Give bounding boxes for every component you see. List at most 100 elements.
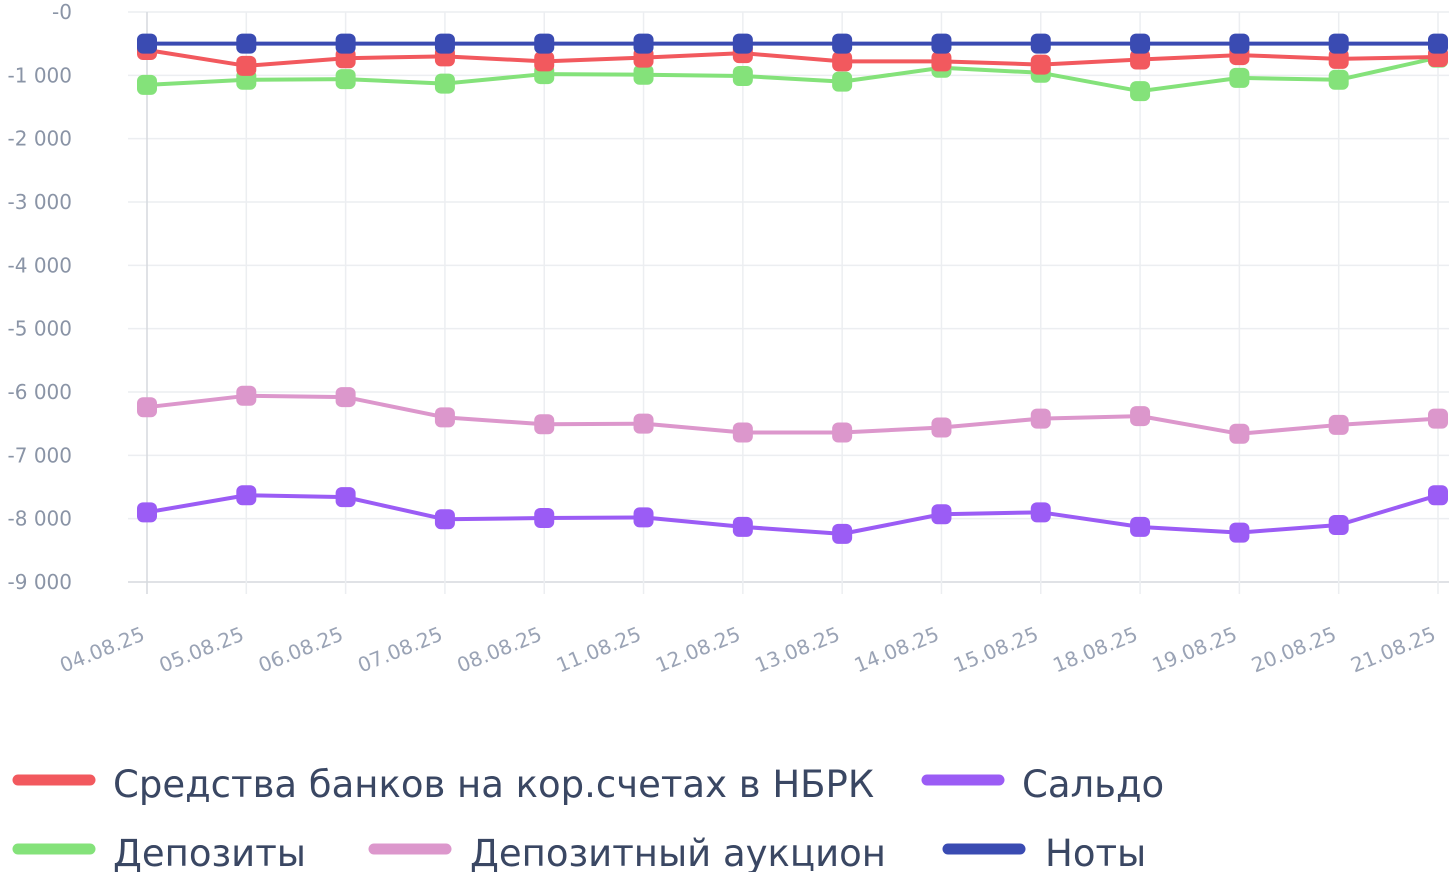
series-line	[145, 393, 1440, 436]
data-point	[434, 33, 455, 54]
data-point	[1328, 33, 1349, 54]
x-tick-label: 11.08.25	[553, 622, 645, 678]
data-point	[931, 504, 952, 525]
series-3	[137, 385, 1448, 444]
x-tick-label: 12.08.25	[652, 622, 744, 678]
data-point	[335, 487, 356, 508]
data-point	[633, 413, 654, 434]
data-point	[534, 33, 555, 54]
data-point	[236, 55, 257, 76]
x-tick-label: 08.08.25	[454, 622, 546, 678]
data-point	[335, 33, 356, 54]
data-point	[931, 51, 952, 72]
x-tick-label: 15.08.25	[950, 622, 1042, 678]
x-tick-label: 13.08.25	[751, 622, 843, 678]
series-line	[145, 48, 1440, 68]
data-point	[236, 485, 257, 506]
data-point	[434, 509, 455, 530]
y-tick-label: -9 000	[8, 570, 72, 594]
y-tick-label: -2 000	[8, 127, 72, 151]
data-point	[534, 414, 555, 435]
data-point	[732, 65, 753, 86]
x-tick-label: 14.08.25	[851, 622, 943, 678]
y-tick-label: -5 000	[8, 317, 72, 341]
data-point	[137, 33, 157, 54]
x-tick-label: 21.08.25	[1347, 622, 1439, 678]
data-point	[1328, 69, 1349, 90]
legend-item: Депозитный аукцион	[368, 832, 886, 872]
data-point	[236, 33, 257, 54]
data-point	[1328, 414, 1349, 435]
data-point	[832, 33, 853, 54]
legend-label: Депозиты	[113, 832, 306, 872]
data-point	[633, 64, 654, 85]
data-point	[732, 516, 753, 537]
data-point	[633, 507, 654, 528]
data-point	[732, 422, 753, 443]
data-point	[137, 397, 157, 418]
data-point	[434, 407, 455, 428]
data-point	[1130, 49, 1151, 70]
data-point	[832, 422, 853, 443]
data-point	[1229, 67, 1250, 88]
data-point	[1030, 33, 1051, 54]
data-point	[534, 508, 555, 529]
data-point	[1130, 33, 1151, 54]
data-point	[832, 523, 853, 544]
legend-item: Депозиты	[12, 832, 306, 872]
series-line	[145, 493, 1440, 536]
legend-label: Депозитный аукцион	[470, 832, 886, 872]
legend-item: Ноты	[942, 832, 1146, 872]
grid	[128, 11, 1449, 594]
legend: Средства банков на кор.счетах в НБРК Саль…	[12, 763, 1164, 872]
series-lines	[137, 33, 1448, 544]
legend-item: Средства банков на кор.счетах в НБРК	[12, 763, 874, 806]
x-tick-label: 04.08.25	[56, 622, 148, 678]
data-point	[832, 71, 853, 92]
data-point	[1328, 48, 1349, 69]
legend-label: Ноты	[1045, 832, 1146, 872]
data-point	[1130, 516, 1151, 537]
series-4	[137, 33, 1448, 54]
data-point	[832, 51, 853, 72]
x-tick-label: 20.08.25	[1248, 622, 1340, 678]
data-point	[1030, 408, 1051, 429]
legend-label: Сальдо	[1022, 763, 1164, 806]
data-point	[1229, 522, 1250, 543]
data-point	[1229, 33, 1250, 54]
data-point	[1030, 54, 1051, 75]
data-point	[1130, 81, 1151, 102]
y-tick-label: -3 000	[8, 190, 72, 214]
y-tick-label: -8 000	[8, 507, 72, 531]
y-tick-label: -6 000	[8, 380, 72, 404]
series-2	[137, 47, 1448, 102]
y-tick-label: -1 000	[8, 63, 72, 87]
data-point	[931, 33, 952, 54]
data-point	[1030, 502, 1051, 523]
legend-label: Средства банков на кор.счетах в НБРК	[113, 763, 874, 806]
data-point	[137, 502, 157, 523]
x-tick-label: 06.08.25	[255, 622, 347, 678]
axes: -0 -1 000 -2 000 -3 000 -4 000 -5 000 -6 000 -7…	[8, 0, 1439, 677]
data-point	[335, 69, 356, 90]
data-point	[534, 51, 555, 72]
legend-item: Сальдо	[921, 763, 1164, 806]
data-point	[931, 417, 952, 438]
data-point	[1428, 33, 1448, 54]
data-point	[732, 33, 753, 54]
x-tick-label: 18.08.25	[1049, 622, 1141, 678]
y-tick-label: -4 000	[8, 253, 72, 277]
series-1	[137, 485, 1448, 544]
data-point	[236, 385, 257, 406]
data-point	[137, 74, 157, 95]
y-tick-label: -7 000	[8, 443, 72, 467]
data-point	[1229, 423, 1250, 444]
data-point	[1428, 408, 1448, 429]
data-point	[434, 73, 455, 94]
series-line	[145, 55, 1440, 94]
data-point	[1130, 406, 1151, 427]
data-point	[1328, 515, 1349, 535]
x-tick-label: 05.08.25	[156, 622, 248, 678]
x-tick-label: 19.08.25	[1149, 622, 1241, 678]
